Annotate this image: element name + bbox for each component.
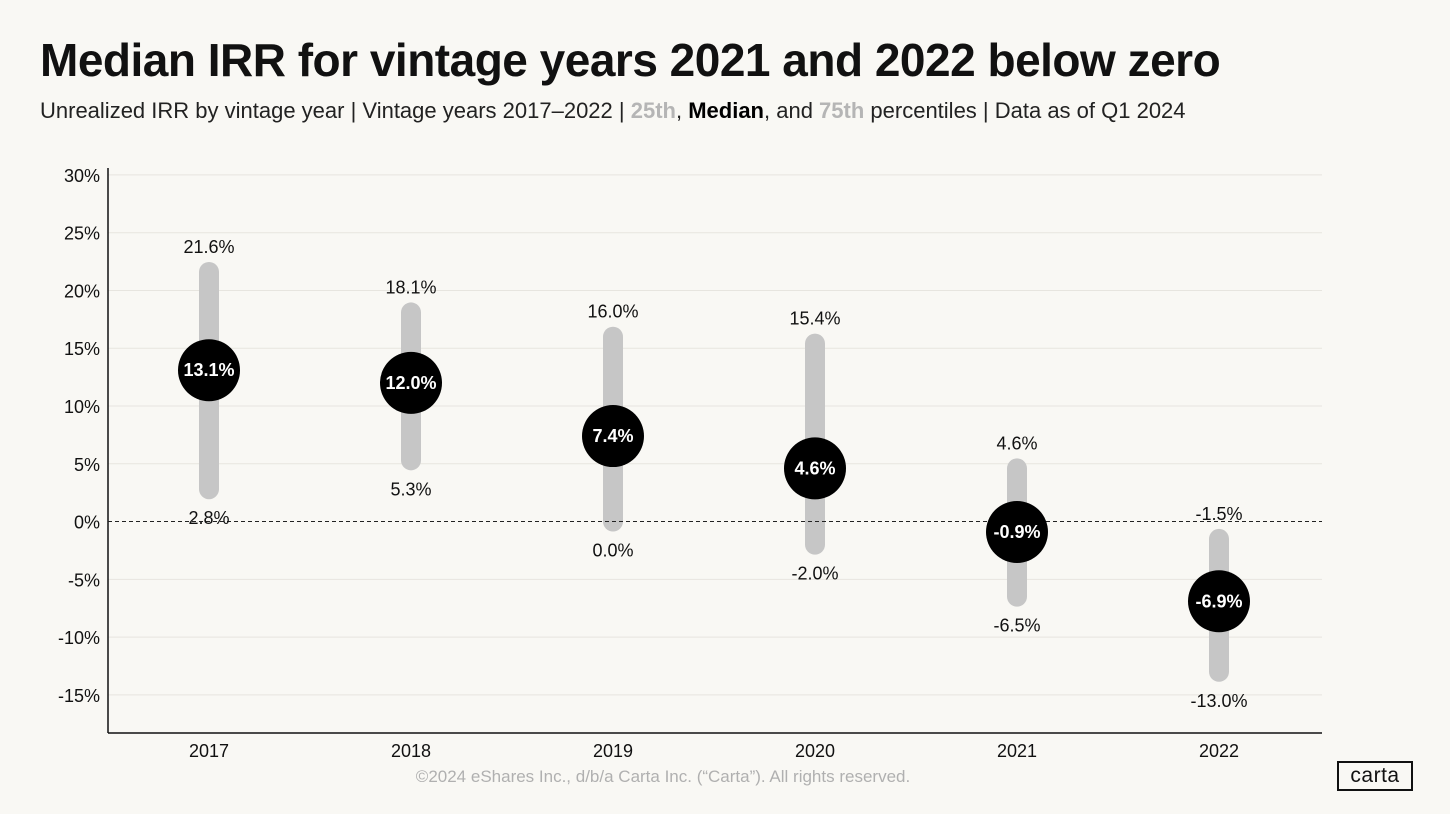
p75-label: 21.6%: [183, 237, 234, 257]
y-tick-label: -5%: [68, 570, 100, 590]
y-tick-label: -15%: [58, 686, 100, 706]
median-label: 7.4%: [592, 426, 633, 446]
x-tick-label: 2017: [189, 741, 229, 761]
y-tick-label: 0%: [74, 513, 100, 533]
x-tick-label: 2021: [997, 741, 1037, 761]
page-title: Median IRR for vintage years 2021 and 20…: [40, 34, 1221, 86]
p25-label: -13.0%: [1190, 691, 1247, 711]
median-dot: [986, 500, 1048, 563]
p75-label: 4.6%: [996, 433, 1037, 453]
median-dot: [178, 339, 240, 402]
x-tick-label: 2020: [795, 741, 835, 761]
copyright-footer: ©2024 eShares Inc., d/b/a Carta Inc. (“C…: [415, 767, 911, 786]
p25-label: 2.8%: [188, 508, 229, 528]
subtitle-sep-1: ,: [675, 98, 689, 123]
median-label: -6.9%: [1195, 591, 1242, 611]
legend-25th: 25th: [630, 98, 676, 123]
y-tick-label: 30%: [64, 166, 100, 186]
x-tick-label: 2019: [593, 741, 633, 761]
median-label: 12.0%: [385, 373, 436, 393]
x-tick-label: 2018: [391, 741, 431, 761]
subtitle-text-end: percentiles | Data as of Q1 2024: [864, 98, 1186, 123]
y-tick-label: 15%: [64, 339, 100, 359]
y-tick-label: -10%: [58, 628, 100, 648]
subtitle-sep-2: , and: [764, 98, 820, 123]
median-dot: [1188, 570, 1250, 633]
median-dot: [784, 437, 846, 500]
p25-label: -6.5%: [993, 616, 1040, 636]
p75-label: 18.1%: [385, 277, 436, 297]
median-dot: [582, 405, 644, 468]
chart-subtitle: Unrealized IRR by vintage year | Vintage…: [40, 96, 1186, 126]
legend-median: Median: [688, 98, 764, 123]
y-tick-label: 10%: [64, 397, 100, 417]
p75-label: -1.5%: [1195, 504, 1242, 524]
median-label: 13.1%: [183, 360, 234, 380]
legend-75th: 75th: [819, 98, 865, 123]
p75-label: 16.0%: [587, 302, 638, 322]
median-dot: [380, 351, 442, 414]
p25-label: 5.3%: [390, 479, 431, 499]
median-label: -0.9%: [993, 522, 1040, 542]
y-tick-label: 25%: [64, 224, 100, 244]
x-tick-label: 2022: [1199, 741, 1239, 761]
subtitle-text-start: Unrealized IRR by vintage year | Vintage…: [40, 98, 631, 123]
median-label: 4.6%: [794, 458, 835, 478]
p25-label: -2.0%: [791, 564, 838, 584]
carta-logo: carta: [1337, 761, 1413, 791]
y-tick-label: 20%: [64, 281, 100, 301]
p25-label: 0.0%: [592, 541, 633, 561]
p75-label: 15.4%: [789, 309, 840, 329]
y-tick-label: 5%: [74, 455, 100, 475]
